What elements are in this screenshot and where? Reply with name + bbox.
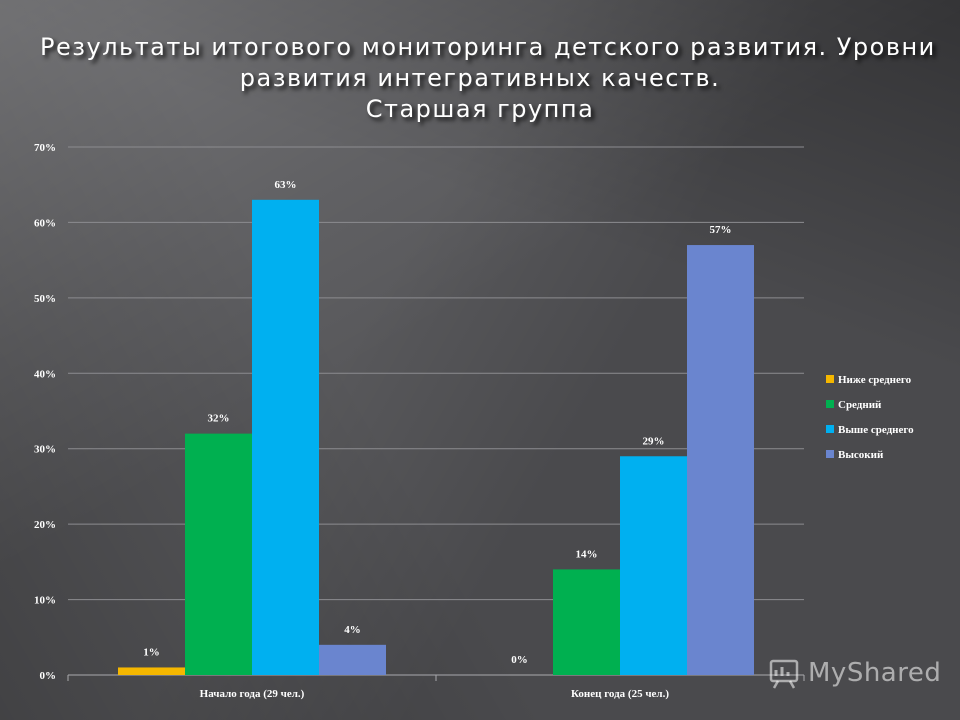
- y-tick-label: 70%: [34, 142, 56, 154]
- data-label: 57%: [710, 224, 732, 236]
- legend-swatch: [826, 425, 834, 433]
- data-label: 14%: [576, 548, 598, 560]
- presentation-board-icon: [769, 659, 799, 689]
- watermark: MyShared: [768, 655, 941, 691]
- x-category-label: Конец года (25 чел.): [571, 688, 669, 700]
- bar: [252, 199, 319, 676]
- data-label: 4%: [344, 624, 361, 636]
- y-tick-label: 60%: [34, 217, 56, 229]
- bar: [319, 644, 386, 675]
- title-line-3: Старшая группа: [365, 95, 595, 123]
- slide-title: Результаты итогового мониторинга детског…: [40, 32, 936, 125]
- data-label: 63%: [275, 179, 297, 191]
- title-line-1: Результаты итогового мониторинга детског…: [40, 33, 936, 61]
- bar: [553, 569, 620, 675]
- data-label: 29%: [643, 435, 665, 447]
- bar: [687, 245, 754, 676]
- data-label: 32%: [208, 413, 230, 425]
- legend-swatch: [826, 400, 834, 408]
- legend-label: Выше среднего: [838, 424, 914, 436]
- y-tick-label: 10%: [34, 595, 56, 607]
- legend-label: Ниже среднего: [838, 374, 912, 386]
- y-tick-label: 40%: [34, 368, 56, 380]
- legend-swatch: [826, 450, 834, 458]
- legend-swatch: [826, 375, 834, 383]
- data-label: 0%: [511, 654, 528, 666]
- y-tick-label: 0%: [40, 670, 57, 682]
- x-category-label: Начало года (29 чел.): [200, 688, 305, 700]
- legend-label: Высокий: [838, 449, 884, 461]
- y-tick-label: 20%: [34, 519, 56, 531]
- legend-label: Средний: [838, 399, 882, 411]
- watermark-text: MyShared: [808, 658, 942, 688]
- data-label: 1%: [143, 646, 160, 658]
- y-tick-label: 30%: [34, 444, 56, 456]
- bar: [185, 433, 252, 675]
- title-line-2: развития интегративных качеств.: [239, 64, 721, 92]
- bar: [118, 667, 185, 675]
- y-tick-label: 50%: [34, 293, 56, 305]
- bar: [620, 456, 687, 675]
